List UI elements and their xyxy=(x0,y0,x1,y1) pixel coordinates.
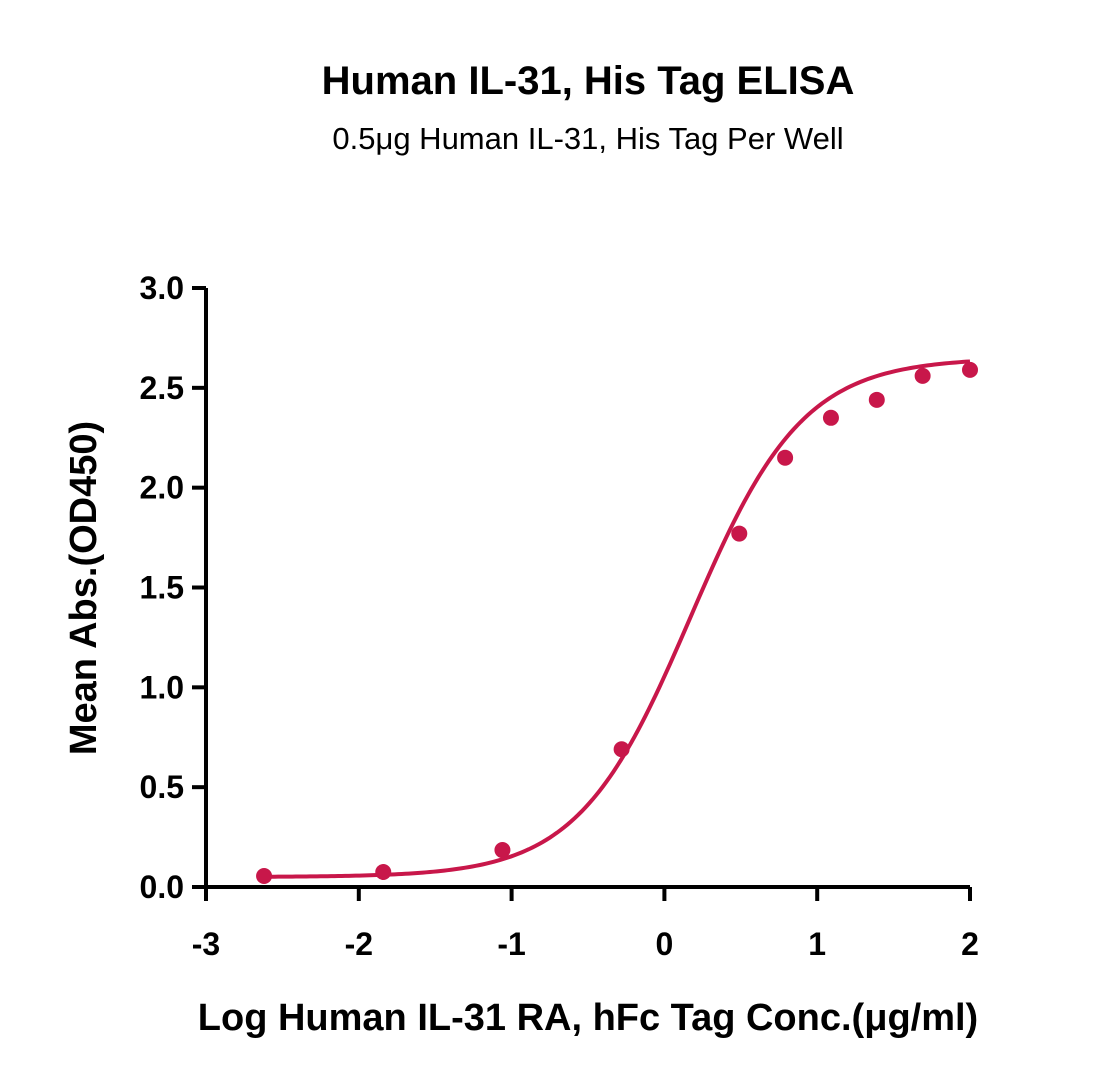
data-points xyxy=(256,361,978,885)
x-tick-label: 2 xyxy=(961,926,979,962)
x-tick-label: 1 xyxy=(808,926,826,962)
y-tick-label: 0.5 xyxy=(140,769,184,805)
fit-curve xyxy=(264,359,971,879)
y-tick-label: 3.0 xyxy=(140,270,184,306)
y-tick-label: 2.5 xyxy=(140,370,184,406)
y-tick-label: 0.0 xyxy=(140,869,184,905)
data-point xyxy=(868,391,885,408)
axes xyxy=(204,288,970,889)
x-axis-label: Log Human IL-31 RA, hFc Tag Conc.(μg/ml) xyxy=(198,997,978,1039)
data-point xyxy=(822,409,839,426)
x-tick-label: -2 xyxy=(345,926,373,962)
data-point xyxy=(962,361,978,378)
x-tick-label: 0 xyxy=(656,926,674,962)
chart-title: Human IL-31, His Tag ELISA xyxy=(322,59,855,103)
data-point xyxy=(613,741,630,758)
x-axis-ticks: -3 -2 -1 0 1 2 xyxy=(192,887,979,962)
data-point xyxy=(375,864,392,881)
x-tick-label: -1 xyxy=(497,926,525,962)
x-tick-label: -3 xyxy=(192,926,220,962)
data-point xyxy=(914,367,931,384)
y-axis-ticks: 0.0 0.5 1.0 1.5 2.0 2.5 3.0 xyxy=(140,270,206,905)
data-point xyxy=(256,868,273,885)
y-tick-label: 2.0 xyxy=(140,470,184,506)
data-point xyxy=(777,449,794,466)
fit-curve-layer xyxy=(264,359,971,879)
data-point xyxy=(731,525,748,542)
y-axis-label: Mean Abs.(OD450) xyxy=(63,421,105,755)
chart-subtitle: 0.5μg Human IL-31, His Tag Per Well xyxy=(332,121,843,156)
data-point xyxy=(494,842,511,859)
y-tick-label: 1.0 xyxy=(140,669,184,705)
y-tick-label: 1.5 xyxy=(140,570,184,606)
